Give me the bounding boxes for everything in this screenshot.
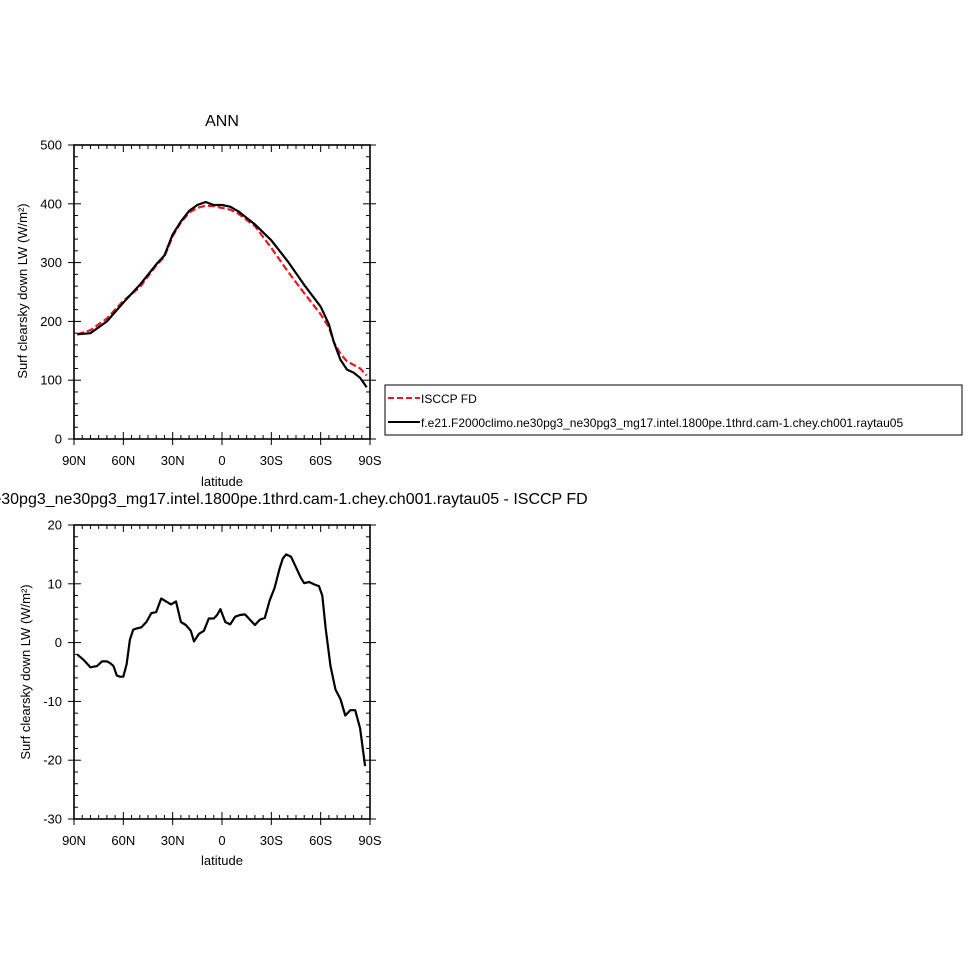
plot-frame: [73, 524, 371, 820]
x-tick-label: 0: [218, 833, 225, 848]
x-tick-label: 30N: [161, 453, 185, 468]
bottom-x-axis-label: latitude: [201, 853, 243, 868]
bottom-chart-title: f.e21.F2000climo.ne30pg3_ne30pg3_mg17.in…: [0, 491, 588, 508]
top-x-axis-label: latitude: [201, 474, 243, 489]
y-tick-label: 300: [40, 255, 62, 270]
legend-box: [384, 384, 963, 436]
series-line-0: [76, 204, 368, 377]
x-tick-label: 90S: [358, 833, 381, 848]
bottom-panel: f.e21.F2000climo.ne30pg3_ne30pg3_mg17.in…: [0, 491, 588, 868]
x-tick-label: 90N: [62, 453, 86, 468]
y-tick-label: 500: [40, 138, 62, 153]
y-tick-label: -30: [43, 812, 62, 827]
y-tick-label: 10: [48, 576, 62, 591]
series-line-1: [77, 200, 368, 388]
legend: ISCCP FD f.e21.F2000climo.ne30pg3_ne30pg…: [384, 384, 963, 436]
y-tick-label: 0: [55, 432, 62, 447]
x-tick-label: 90N: [62, 833, 86, 848]
x-tick-label: 60N: [111, 833, 135, 848]
x-tick-label: 60S: [309, 833, 332, 848]
top-chart-title: ANN: [205, 113, 239, 130]
x-tick-label: 30N: [161, 833, 185, 848]
x-tick-label: 60N: [111, 453, 135, 468]
y-tick-label: 20: [48, 518, 62, 533]
legend-label-model: f.e21.F2000climo.ne30pg3_ne30pg3_mg17.in…: [421, 416, 903, 430]
y-tick-label: 200: [40, 314, 62, 329]
x-tick-label: 30S: [260, 453, 283, 468]
y-tick-label: -20: [43, 753, 62, 768]
top-y-axis-label: Surf clearsky down LW (W/m²): [15, 203, 30, 378]
y-tick-label: 400: [40, 196, 62, 211]
x-tick-label: 60S: [309, 453, 332, 468]
x-tick-label: 90S: [358, 453, 381, 468]
bottom-y-axis-label: Surf clearsky down LW (W/m²): [18, 584, 33, 759]
top-plot-area: 90N 60N 30N 0 30S 60S 90S 0 100 200 300 400 500: [40, 138, 382, 469]
plot-frame: [73, 144, 371, 440]
bottom-plot-area: 90N 60N 30N 0 30S 60S 90S -30 -20 -10 0 10 20: [43, 518, 382, 849]
series-line-0: [76, 553, 367, 767]
legend-label-isccp: ISCCP FD: [421, 392, 477, 406]
y-tick-label: 100: [40, 373, 62, 388]
y-tick-label: -10: [43, 694, 62, 709]
top-panel: ANN 90N 60N 30N 0 30S 60S 90S0100200300400500 …: [15, 113, 963, 489]
x-tick-label: 0: [218, 453, 225, 468]
y-tick-label: 0: [55, 635, 62, 650]
x-tick-label: 30S: [260, 833, 283, 848]
